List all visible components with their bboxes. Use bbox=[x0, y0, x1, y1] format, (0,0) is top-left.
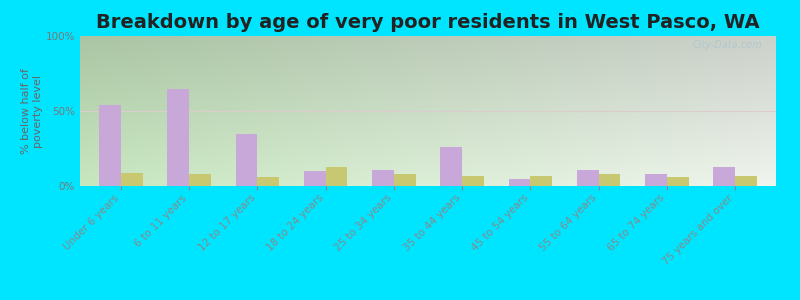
Bar bbox=[598, 174, 621, 186]
Bar bbox=[167, 88, 189, 186]
Bar bbox=[667, 177, 689, 186]
Bar bbox=[462, 176, 484, 186]
Bar bbox=[372, 169, 394, 186]
Bar bbox=[99, 105, 121, 186]
Bar bbox=[530, 176, 552, 186]
Bar bbox=[577, 169, 598, 186]
Bar bbox=[258, 177, 279, 186]
Bar bbox=[645, 174, 667, 186]
Text: City-Data.com: City-Data.com bbox=[693, 40, 762, 50]
Bar bbox=[735, 176, 757, 186]
Bar bbox=[326, 167, 347, 186]
Bar bbox=[235, 134, 258, 186]
Title: Breakdown by age of very poor residents in West Pasco, WA: Breakdown by age of very poor residents … bbox=[96, 13, 760, 32]
Bar bbox=[440, 147, 462, 186]
Bar bbox=[394, 174, 416, 186]
Y-axis label: % below half of
poverty level: % below half of poverty level bbox=[22, 68, 43, 154]
Bar bbox=[304, 171, 326, 186]
Bar bbox=[509, 178, 530, 186]
Bar bbox=[189, 174, 211, 186]
Bar bbox=[714, 167, 735, 186]
Bar bbox=[121, 172, 142, 186]
